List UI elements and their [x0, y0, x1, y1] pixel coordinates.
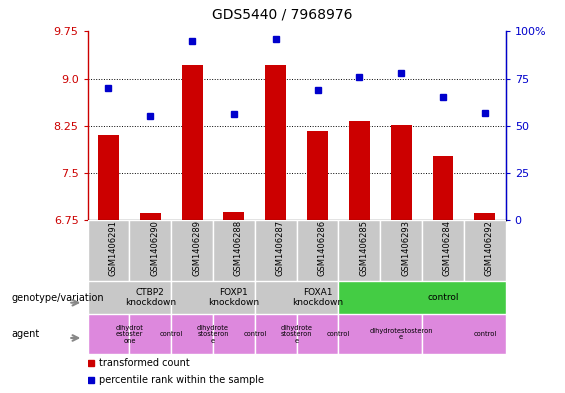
Text: control: control — [159, 331, 183, 337]
Bar — [140, 213, 161, 220]
Bar — [338, 220, 380, 281]
Bar — [338, 281, 506, 314]
Bar — [307, 131, 328, 220]
Bar — [129, 314, 171, 354]
Text: GSM1406286: GSM1406286 — [318, 220, 327, 276]
Bar — [433, 156, 453, 220]
Bar — [171, 314, 213, 354]
Bar — [88, 220, 129, 281]
Bar — [213, 314, 255, 354]
Text: control: control — [473, 331, 497, 337]
Bar — [98, 135, 119, 220]
Bar — [297, 220, 338, 281]
Bar — [380, 220, 422, 281]
Bar — [88, 314, 129, 354]
Bar — [422, 220, 464, 281]
Text: dihydrote
stosteron
e: dihydrote stosteron e — [281, 325, 312, 343]
Text: control: control — [243, 331, 267, 337]
Text: GSM1406292: GSM1406292 — [485, 220, 494, 276]
Text: GDS5440 / 7968976: GDS5440 / 7968976 — [212, 7, 353, 22]
Bar — [171, 281, 255, 314]
Bar — [88, 281, 171, 314]
Text: GSM1406293: GSM1406293 — [401, 220, 410, 276]
Bar — [475, 213, 496, 220]
Text: transformed count: transformed count — [99, 358, 190, 367]
Bar — [129, 220, 171, 281]
Bar — [297, 314, 338, 354]
Text: control: control — [327, 331, 350, 337]
Bar — [464, 220, 506, 281]
Bar — [224, 212, 244, 220]
Text: GSM1406291: GSM1406291 — [108, 220, 118, 276]
Text: dihydrot
estoster
one: dihydrot estoster one — [115, 325, 144, 343]
Bar — [255, 281, 338, 314]
Text: GSM1406285: GSM1406285 — [359, 220, 368, 276]
Text: CTBP2
knockdown: CTBP2 knockdown — [125, 288, 176, 307]
Text: GSM1406290: GSM1406290 — [150, 220, 159, 276]
Bar — [349, 121, 370, 220]
Bar — [338, 314, 422, 354]
Text: GSM1406287: GSM1406287 — [276, 220, 285, 276]
Bar — [422, 314, 506, 354]
Text: GSM1406284: GSM1406284 — [443, 220, 452, 276]
Text: dihydrotestosteron
e: dihydrotestosteron e — [370, 328, 433, 340]
Text: percentile rank within the sample: percentile rank within the sample — [99, 375, 264, 385]
Text: dihydrote
stosteron
e: dihydrote stosteron e — [197, 325, 229, 343]
Text: FOXP1
knockdown: FOXP1 knockdown — [208, 288, 259, 307]
Text: agent: agent — [11, 329, 40, 339]
Bar — [213, 220, 255, 281]
Bar — [391, 125, 412, 220]
Bar — [266, 65, 286, 220]
Text: control: control — [427, 293, 459, 302]
Text: GSM1406288: GSM1406288 — [234, 220, 243, 276]
Text: GSM1406289: GSM1406289 — [192, 220, 201, 276]
Bar — [171, 220, 213, 281]
Bar — [182, 65, 202, 220]
Bar — [255, 220, 297, 281]
Text: genotype/variation: genotype/variation — [11, 293, 104, 303]
Bar — [255, 314, 297, 354]
Text: FOXA1
knockdown: FOXA1 knockdown — [292, 288, 343, 307]
